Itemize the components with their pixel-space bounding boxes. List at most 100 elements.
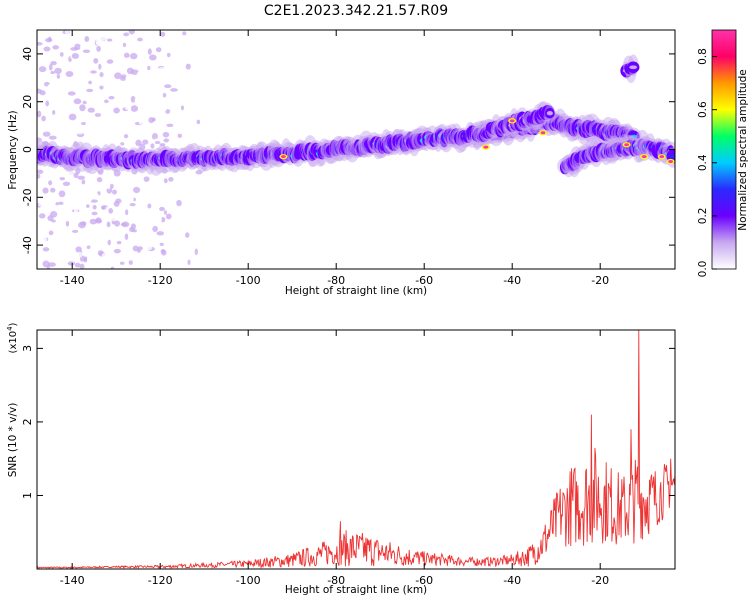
spectrogram-noise-cell — [599, 200, 603, 206]
spectrogram-noise-cell — [118, 85, 125, 92]
spectrogram-noise-cell — [77, 175, 86, 180]
spectrogram-noise-cell — [37, 173, 41, 179]
spectrogram-y-tick-label: 0 — [21, 146, 34, 153]
spectrogram-noise-cell — [59, 206, 67, 212]
spectrogram-noise-cell — [45, 100, 50, 107]
spectrogram-noise-cell — [54, 67, 62, 75]
snr-x-label: Height of straight line (km) — [285, 584, 427, 596]
spectrogram-noise-cell — [40, 236, 48, 243]
spectrogram-y-tick-label: 40 — [21, 47, 34, 61]
spectrogram-noise-cell — [99, 85, 104, 90]
spectrogram-noise-cell — [87, 189, 95, 195]
spectrogram-x-tick-label: -20 — [591, 274, 609, 287]
spectrogram-noise-cell — [37, 169, 44, 175]
spectrogram-noise-cell — [170, 88, 178, 92]
spectrogram-noise-cell — [42, 247, 50, 252]
spectrogram-noise-cell — [129, 52, 138, 60]
spectrogram-noise-cell — [165, 109, 171, 114]
spectrogram-noise-cell — [297, 202, 303, 206]
spectrogram-noise-cell — [149, 190, 156, 197]
spectrogram-noise-cell — [123, 134, 129, 139]
spectrogram-noise-cell — [52, 45, 60, 50]
spectrogram-noise-cell — [73, 98, 82, 105]
spectrogram-noise-cell — [81, 193, 89, 197]
spectrogram-noise-cell — [305, 216, 311, 222]
spectrogram-noise-cell — [43, 46, 51, 52]
spectrogram-noise-cell — [125, 209, 129, 216]
spectrogram-noise-cell — [154, 140, 161, 145]
spectrogram-noise-cell — [120, 222, 128, 227]
spectrogram-noise-cell — [114, 72, 122, 80]
spectrogram-noise-cell — [39, 90, 46, 96]
spectrogram-noise-cell — [165, 213, 172, 220]
spectrogram-noise-cell — [513, 232, 518, 237]
spectrogram-noise-cell — [123, 32, 130, 37]
spectrogram-noise-cell — [86, 204, 90, 208]
spectrogram-noise-cell — [38, 102, 46, 109]
spectrogram-noise-cell — [115, 230, 123, 236]
spectrogram-noise-cell — [449, 107, 456, 111]
spectrogram-noise-cell — [366, 223, 371, 227]
snr-frame — [36, 329, 676, 570]
spectrogram-noise-cell — [119, 242, 126, 248]
spectrogram-noise-cell — [50, 60, 57, 66]
spectrogram-noise-cell — [65, 130, 71, 137]
spectrogram-noise-cell — [46, 201, 55, 208]
spectrogram-noise-cell — [96, 177, 103, 183]
spectrogram-noise-cell — [121, 74, 127, 79]
spectrogram-noise-cell — [66, 171, 74, 177]
spectrogram-noise-cell — [203, 246, 208, 249]
spectrogram-noise-cell — [116, 122, 123, 127]
spectrogram-noise-cell — [187, 87, 194, 92]
spectrogram-noise-cell — [187, 259, 191, 266]
spectrogram-noise-cell — [73, 59, 78, 65]
spectrogram-noise-cell — [82, 100, 87, 105]
spectrogram-noise-cell — [128, 115, 133, 121]
spectrogram-noise-cell — [88, 80, 92, 85]
spectrogram-noise-cell — [307, 225, 314, 230]
colorbar-tick-label: 0.8 — [697, 48, 709, 65]
spectrogram-noise-cell — [532, 246, 537, 251]
spectrogram-noise-cell — [146, 135, 154, 141]
spectrogram-noise-cell — [59, 176, 66, 181]
spectrogram-noise-cell — [98, 63, 102, 70]
snr-series-line — [37, 330, 675, 569]
spectrogram-noise-cell — [467, 248, 472, 252]
spectrogram-noise-cell — [142, 102, 150, 108]
spectrogram-noise-cell — [38, 213, 46, 219]
spectrogram-noise-cell — [182, 31, 187, 36]
spectrogram-noise-cell — [57, 233, 65, 238]
spectrogram-noise-cell — [199, 239, 203, 243]
spectrogram-noise-cell — [136, 71, 144, 78]
spectrogram-noise-cell — [138, 179, 143, 187]
spectrogram-noise-cell — [129, 202, 136, 207]
spectrogram-noise-cell — [132, 229, 137, 233]
spectrogram-noise-cell — [402, 176, 407, 182]
spectrogram-noise-cell — [147, 48, 152, 55]
spectrogram-noise-cell — [544, 215, 550, 219]
spectrogram-noise-cell — [179, 123, 184, 128]
snr-x-tick-label: -140 — [60, 574, 85, 587]
spectrogram-x-tick-label: -80 — [327, 274, 345, 287]
spectrogram-noise-cell — [45, 37, 53, 43]
spectrogram-noise-cell — [458, 100, 462, 105]
spectrogram-noise-cell — [98, 259, 106, 266]
spectrogram-noise-cell — [66, 256, 70, 261]
spectrogram-noise-cell — [159, 129, 165, 134]
spectrogram-noise-cell — [37, 42, 43, 46]
spectrogram-noise-cell — [99, 71, 104, 78]
spectrogram-noise-cell — [86, 124, 92, 129]
spectrogram-noise-cell — [502, 164, 509, 169]
spectrogram-noise-cell — [177, 243, 182, 247]
spectrogram-noise-cell — [359, 250, 365, 255]
spectrogram-noise-cell — [87, 107, 95, 113]
spectrogram-noise-cell — [599, 107, 606, 111]
snr-y-tick-label: 2 — [21, 418, 34, 425]
spectrogram-noise-cell — [631, 159, 636, 164]
spectrogram-noise-cell — [110, 266, 115, 269]
spectrogram-noise-cell — [42, 131, 51, 137]
spectrogram-noise-cell — [416, 206, 422, 211]
spectrogram-noise-cell — [152, 225, 158, 233]
spectrogram-noise-cell — [86, 88, 94, 93]
spectrogram-noise-cell — [630, 182, 635, 186]
